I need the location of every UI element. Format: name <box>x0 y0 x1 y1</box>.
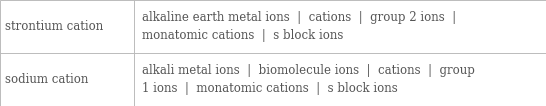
Text: alkaline earth metal ions  |  cations  |  group 2 ions  |
monatomic cations  |  : alkaline earth metal ions | cations | gr… <box>142 11 456 42</box>
Text: alkali metal ions  |  biomolecule ions  |  cations  |  group
1 ions  |  monatomi: alkali metal ions | biomolecule ions | c… <box>142 64 475 95</box>
Text: sodium cation: sodium cation <box>5 73 89 86</box>
Text: strontium cation: strontium cation <box>5 20 104 33</box>
